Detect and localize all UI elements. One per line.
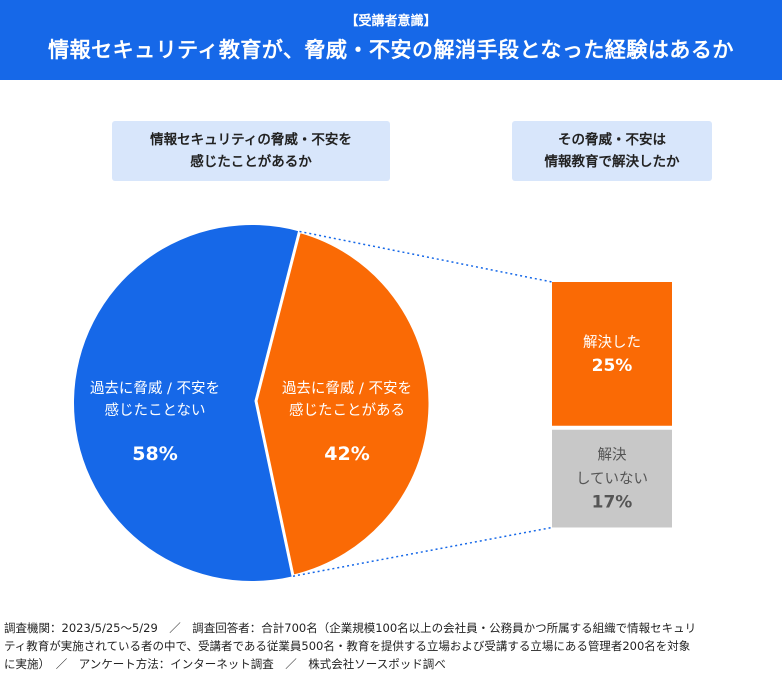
chart-title: 情報セキュリティ教育が、脅威・不安の解消手段となった経験はあるか bbox=[48, 38, 734, 62]
question-box-left: 情報セキュリティの脅威・不安を 感じたことがあるか bbox=[112, 121, 390, 181]
question-box-right: その脅威・不安は 情報教育で解決したか bbox=[512, 121, 712, 181]
footnote-line-1: 調査機関：2023/5/25〜5/29 ／ 調査回答者：合計700名（企業規模1… bbox=[4, 621, 697, 635]
header-banner: 【受講者意識】 情報セキュリティ教育が、脅威・不安の解消手段となった経験はあるか bbox=[0, 0, 782, 80]
question-right-line-2: 情報教育で解決したか bbox=[544, 154, 680, 170]
bar-label-1-line-1: していない bbox=[576, 471, 648, 488]
pie-value-1: 42% bbox=[324, 443, 369, 465]
footnote-line-2: ティ教育が実施されている者の中で、受講者である従業員500名・教育を提供する立場… bbox=[4, 639, 691, 653]
bar-value-1: 17% bbox=[592, 493, 633, 513]
connector-bottom bbox=[292, 526, 553, 577]
pie-slice-no-threat bbox=[74, 225, 300, 581]
bar-value-0: 25% bbox=[592, 356, 633, 376]
pie-label-0-line-0: 過去に脅威 / 不安を bbox=[90, 380, 220, 397]
bar-label-1-line-0: 解決 bbox=[598, 447, 627, 464]
pie-label-1-line-1: 感じたことがある bbox=[289, 402, 405, 419]
question-right-line-1: その脅威・不安は bbox=[558, 132, 666, 148]
bar-label-0-line-0: 解決した bbox=[583, 334, 641, 351]
question-left-line-1: 情報セキュリティの脅威・不安を bbox=[150, 132, 352, 148]
bar-segment-0 bbox=[552, 282, 672, 426]
survey-footnote: 調査機関：2023/5/25〜5/29 ／ 調査回答者：合計700名（企業規模1… bbox=[4, 619, 780, 673]
pie-value-0: 58% bbox=[132, 443, 177, 465]
header-tag: 【受講者意識】 bbox=[345, 14, 437, 29]
pie-label-1-line-0: 過去に脅威 / 不安を bbox=[282, 380, 412, 397]
pie-label-0-line-1: 感じたことない bbox=[104, 402, 205, 419]
question-left-line-2: 感じたことがあるか bbox=[190, 154, 312, 170]
footnote-line-3: に実施） ／ アンケート方法：インターネット調査 ／ 株式会社ソースポッド調べ bbox=[4, 657, 446, 671]
pie-slice-threat bbox=[254, 229, 432, 578]
bar-segment-1 bbox=[552, 429, 672, 528]
